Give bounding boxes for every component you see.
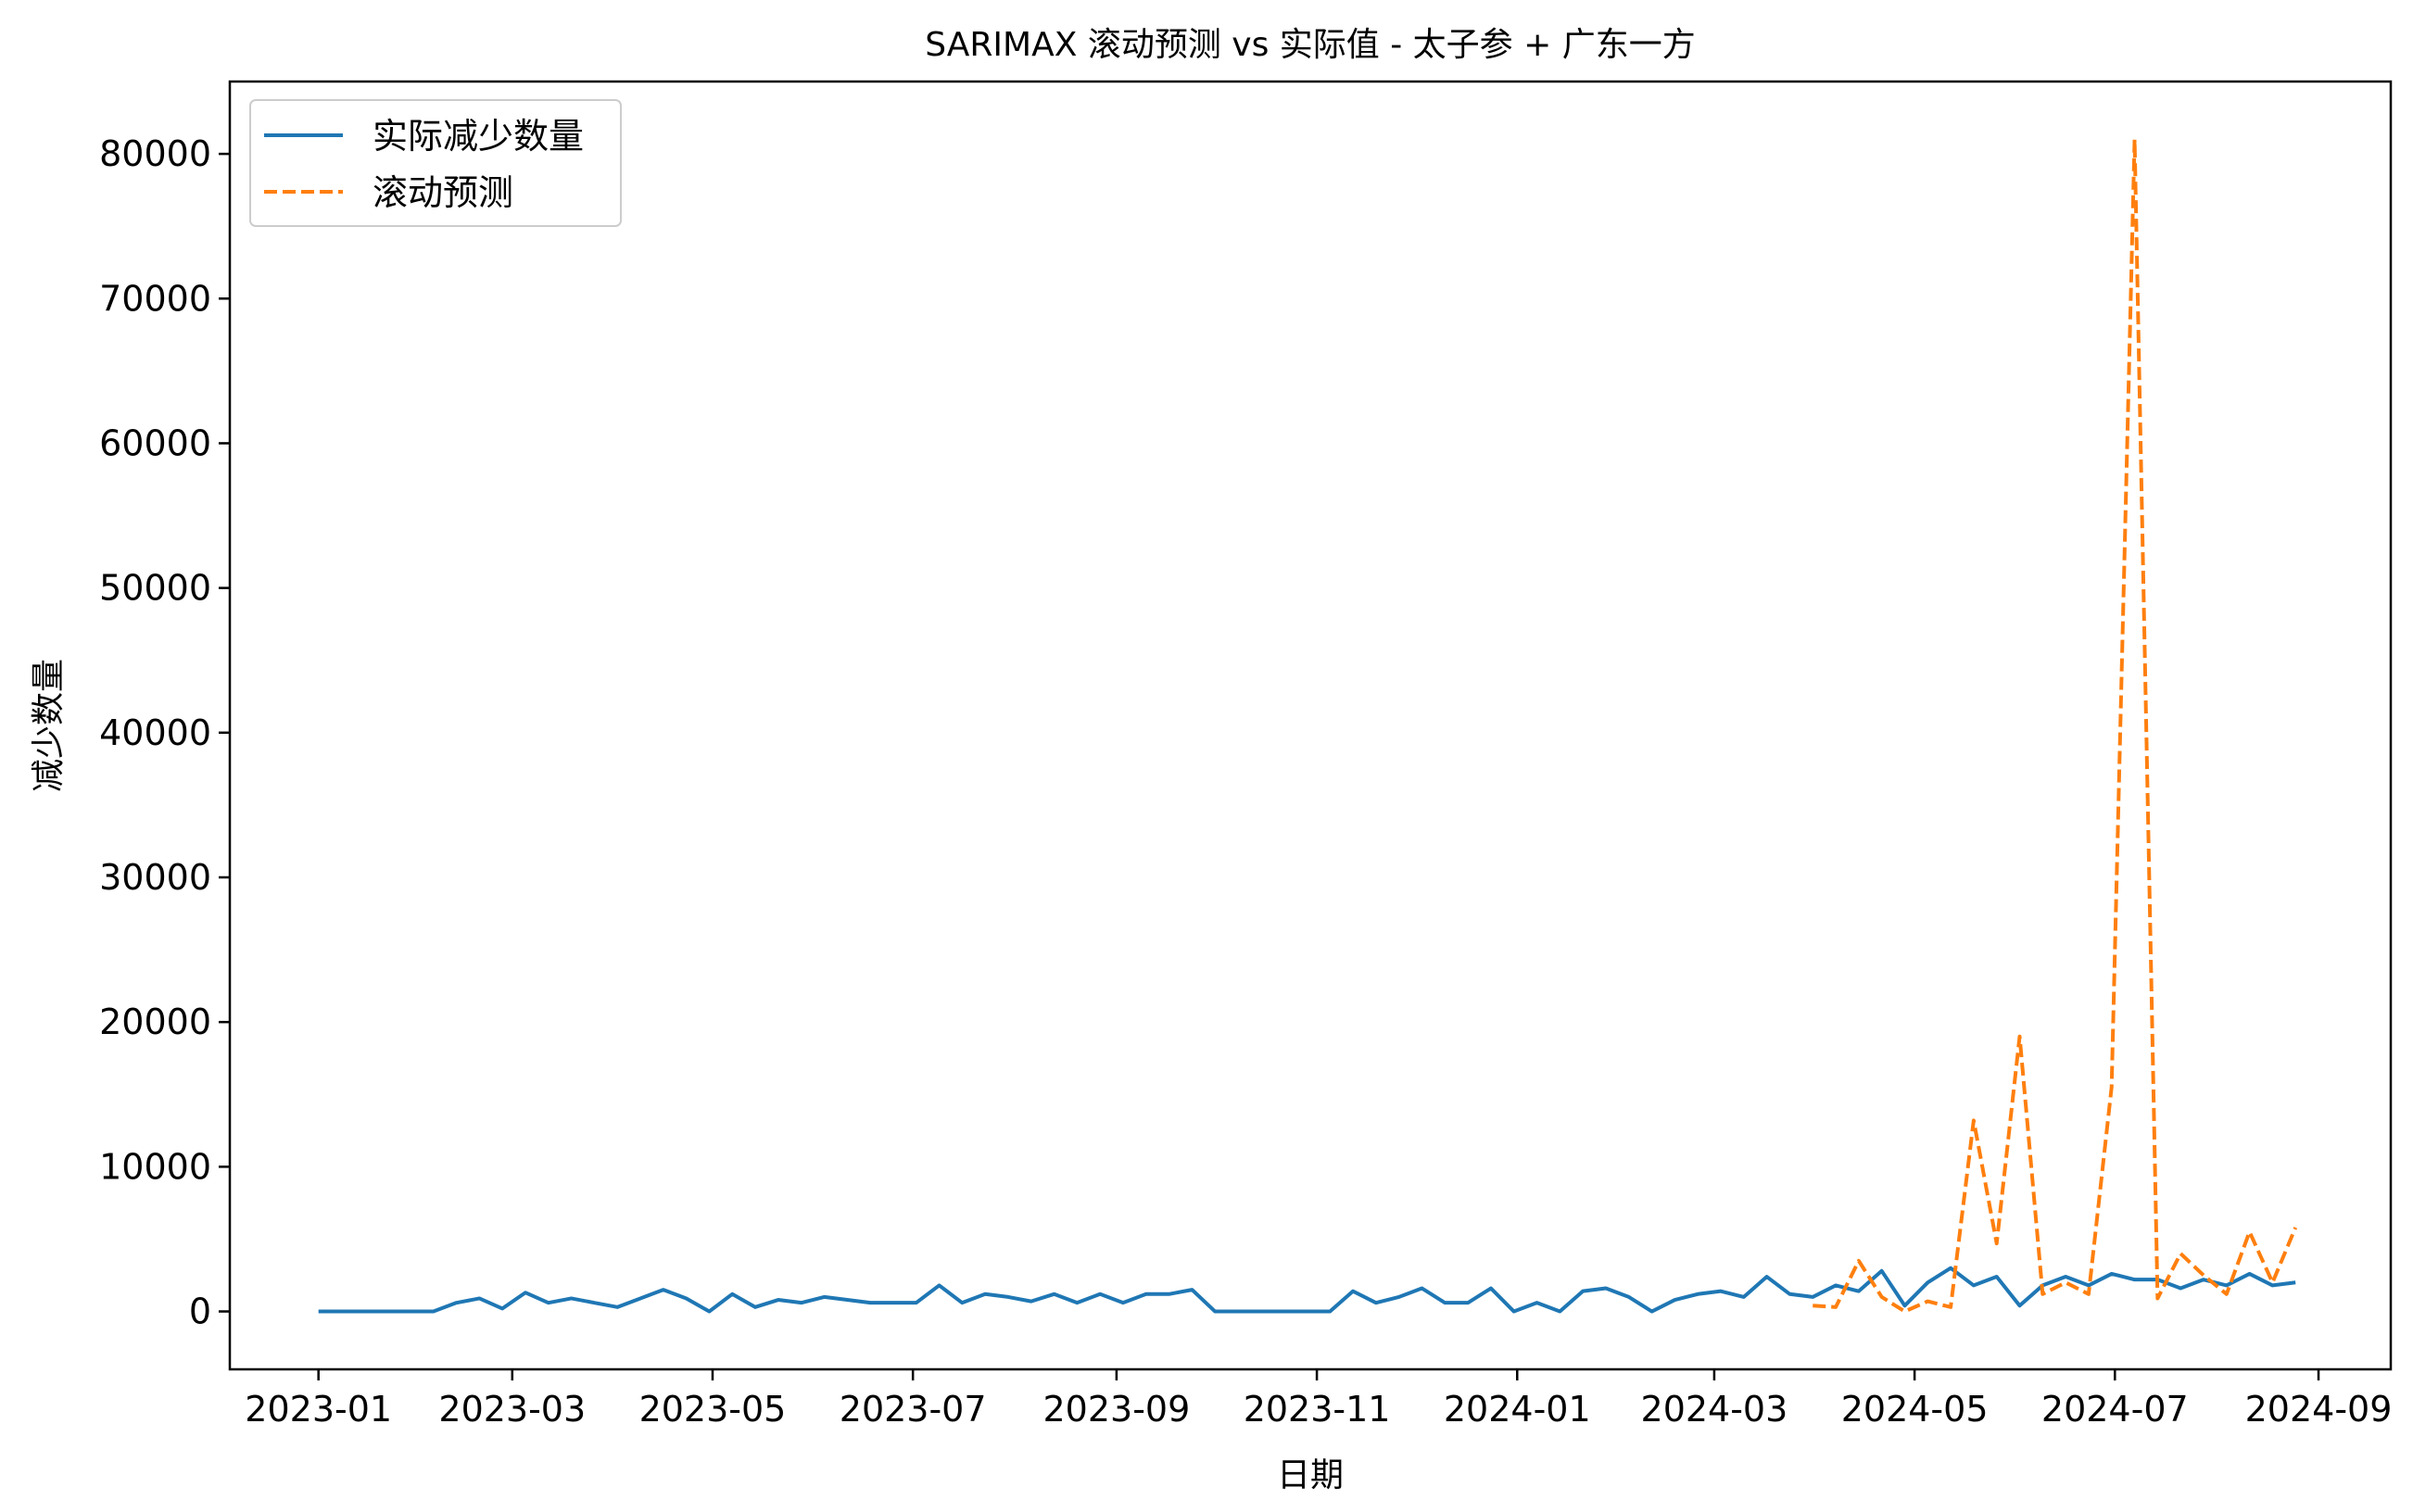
x-tick-label: 2023-07: [840, 1389, 987, 1430]
y-axis-title: 减少数量: [30, 659, 68, 792]
x-tick-label: 2023-01: [245, 1389, 392, 1430]
y-axis: 0 10000 20000 30000 40000 50000 60000 70000 8000…: [99, 133, 230, 1332]
y-tick-label: 30000: [99, 857, 211, 898]
y-tick-label: 0: [189, 1292, 211, 1332]
series-layer: [318, 137, 2298, 1314]
x-tick-label: 2023-09: [1043, 1389, 1191, 1430]
plot-frame: [228, 80, 2393, 1371]
x-tick-label: 2023-03: [438, 1389, 586, 1430]
y-tick-label: 40000: [99, 712, 211, 753]
legend-box: [249, 99, 622, 227]
y-tick-label: 10000: [99, 1146, 211, 1187]
x-axis: 2023-01 2023-03 2023-05 2023-07 2023-09 2023-…: [245, 1369, 2392, 1430]
y-tick-label: 70000: [99, 278, 211, 319]
x-tick-label: 2023-05: [639, 1389, 787, 1430]
chart-title: SARIMAX 滚动预测 vs 实际值 - 太子参 + 广东一方: [925, 26, 1695, 64]
x-tick-label: 2023-11: [1244, 1389, 1391, 1430]
y-tick-label: 50000: [99, 568, 211, 609]
x-tick-label: 2024-05: [1841, 1389, 1989, 1430]
x-tick-label: 2024-01: [1444, 1389, 1591, 1430]
x-tick-label: 2024-03: [1641, 1389, 1788, 1430]
series-line-0: [318, 1266, 2296, 1314]
x-axis-title: 日期: [1277, 1456, 1344, 1494]
legend-label-forecast: 滚动预测: [373, 172, 513, 213]
series-line-1: [1813, 137, 2298, 1314]
y-tick-label: 60000: [99, 422, 211, 463]
legend: 实际减少数量 滚动预测: [249, 99, 622, 227]
x-tick-label: 2024-09: [2245, 1389, 2393, 1430]
y-tick-label: 20000: [99, 1002, 211, 1042]
y-tick-label: 80000: [99, 133, 211, 174]
x-tick-label: 2024-07: [2041, 1389, 2189, 1430]
legend-label-actual: 实际减少数量: [373, 116, 584, 157]
